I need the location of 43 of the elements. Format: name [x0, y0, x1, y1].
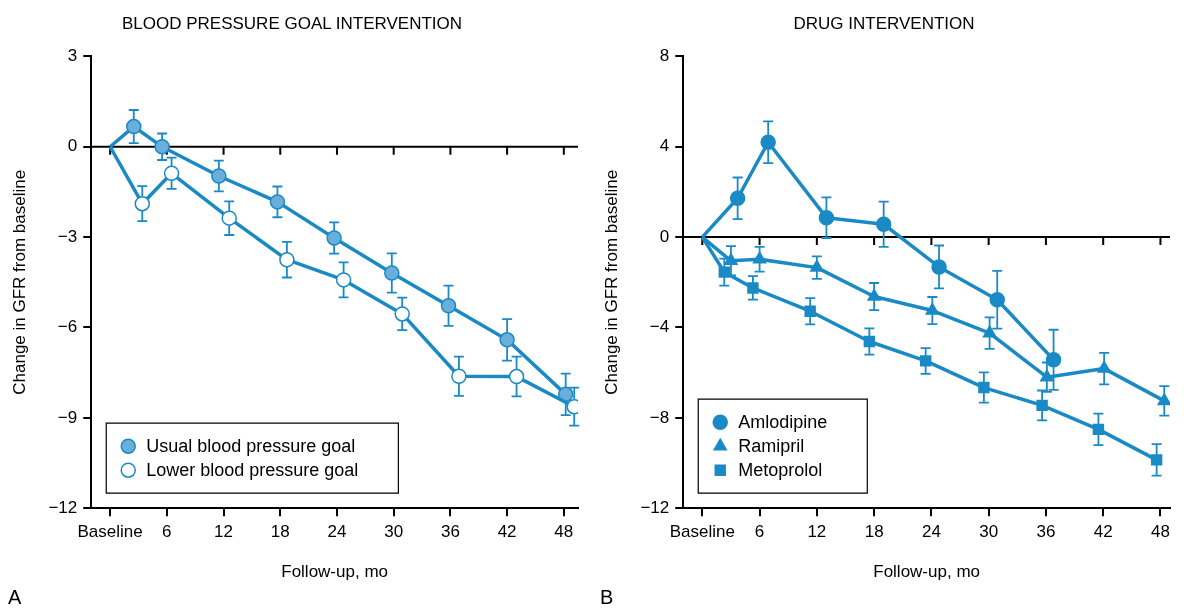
y-tick-label: −3 [57, 226, 78, 246]
x-tick-label: 24 [327, 522, 347, 542]
y-tick-label: −12 [640, 497, 670, 517]
x-tick-label: 42 [497, 522, 517, 542]
x-tick-label: 18 [270, 522, 290, 542]
y-tick-label: −9 [57, 407, 78, 427]
y-tick-label: 4 [659, 136, 670, 156]
y-tick-label: 0 [67, 136, 78, 156]
x-tick-label: Baseline [77, 522, 143, 542]
y-axis-title: Change in GFR from baseline [9, 169, 29, 395]
legend-label: Usual blood pressure goal [146, 436, 356, 457]
x-axis-title: Follow-up, mo [281, 562, 388, 582]
y-tick-label: −4 [649, 317, 670, 337]
y-tick-label: −8 [649, 407, 670, 427]
y-axis-title: Change in GFR from baseline [601, 169, 621, 395]
chart-title: BLOOD PRESSURE GOAL INTERVENTION [121, 13, 463, 33]
x-axis-title: Follow-up, mo [873, 562, 980, 582]
x-tick-label: 6 [754, 522, 765, 542]
text: A [8, 585, 22, 608]
x-tick-label: 42 [1093, 522, 1113, 542]
y-tick-label: 3 [67, 46, 78, 66]
x-tick-label: 48 [554, 522, 574, 542]
x-tick-label: 12 [214, 522, 234, 542]
y-tick-label: 8 [659, 46, 670, 66]
x-tick-label: 30 [979, 522, 999, 542]
x-tick-label: 24 [921, 522, 941, 542]
legend-label: Lower blood pressure goal [146, 460, 359, 481]
x-tick-label: Baseline [669, 522, 735, 542]
chart-title: DRUG INTERVENTION [793, 13, 975, 33]
y-tick-label: −12 [48, 497, 78, 517]
x-tick-label: 12 [807, 522, 827, 542]
x-tick-label: 30 [384, 522, 404, 542]
legend-label: Amlodipine [738, 412, 828, 433]
x-tick-label: 18 [864, 522, 884, 542]
legend-label: Ramipril [738, 436, 805, 457]
legend-label: Metoprolol [738, 460, 823, 481]
x-tick-label: 36 [1036, 522, 1056, 542]
y-tick-label: 0 [659, 226, 670, 246]
x-tick-label: 36 [440, 522, 460, 542]
text: B [600, 585, 614, 608]
x-tick-label: 6 [162, 522, 172, 542]
x-tick-label: 48 [1150, 522, 1170, 542]
y-tick-label: −6 [57, 317, 78, 337]
